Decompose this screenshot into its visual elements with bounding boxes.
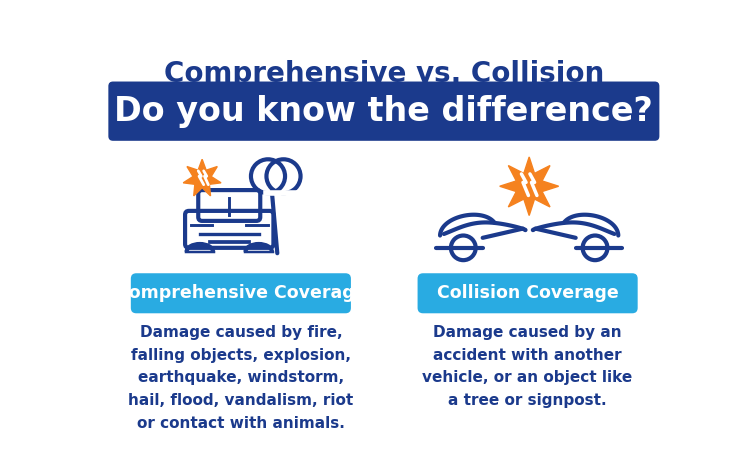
Text: Damage caused by fire,
falling objects, explosion,
earthquake, windstorm,
hail, : Damage caused by fire, falling objects, … bbox=[128, 325, 354, 431]
FancyBboxPatch shape bbox=[418, 273, 637, 313]
Polygon shape bbox=[184, 159, 221, 196]
Polygon shape bbox=[500, 157, 559, 216]
Text: Comprehensive vs. Collision: Comprehensive vs. Collision bbox=[164, 60, 604, 88]
Text: Do you know the difference?: Do you know the difference? bbox=[115, 95, 653, 128]
Text: Collision Coverage: Collision Coverage bbox=[437, 284, 619, 302]
FancyBboxPatch shape bbox=[109, 82, 659, 141]
Text: Comprehensive Coverage: Comprehensive Coverage bbox=[115, 284, 366, 302]
Text: Damage caused by an
accident with another
vehicle, or an object like
a tree or s: Damage caused by an accident with anothe… bbox=[422, 325, 633, 408]
FancyBboxPatch shape bbox=[131, 273, 351, 313]
